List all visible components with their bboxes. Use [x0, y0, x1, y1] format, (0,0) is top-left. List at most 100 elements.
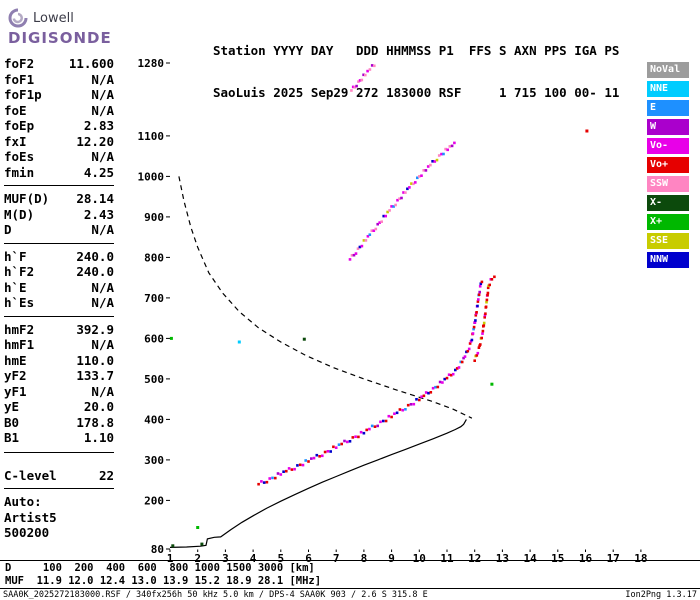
- parameter-label: foF1: [4, 71, 35, 87]
- parameter-value: N/A: [91, 149, 114, 164]
- parameter-row: h`F 240.0: [4, 249, 114, 265]
- parameter-value: 240.0: [76, 248, 114, 264]
- true-height-profile: [169, 419, 467, 548]
- muf-transmission-curve: [178, 176, 473, 419]
- parameter-value: N/A: [91, 222, 114, 237]
- parameter-row: h`E N/A: [4, 280, 114, 296]
- parameter-value: N/A: [91, 87, 114, 102]
- parameter-row: foF2 11.600: [4, 56, 114, 72]
- parameter-value: N/A: [91, 383, 114, 399]
- distance-row: D 100 200 400 600 800 1000 1500 3000 [km…: [5, 562, 315, 574]
- parameter-row: h`Es N/A: [4, 295, 114, 311]
- parameter-row: h`F2 240.0: [4, 264, 114, 280]
- parameter-label: yF1: [4, 383, 27, 399]
- svg-text:15: 15: [551, 552, 564, 562]
- parameter-value: 28.14: [76, 191, 114, 206]
- legend-item-noval: NoVal: [647, 62, 689, 78]
- parameter-label: fxI: [4, 133, 27, 149]
- parameter-row: foF1p N/A: [4, 87, 114, 103]
- svg-text:600: 600: [144, 332, 164, 345]
- svg-text:1000: 1000: [138, 170, 165, 183]
- svg-text:8: 8: [361, 552, 368, 562]
- svg-text:10: 10: [413, 552, 426, 562]
- scatter-point: [169, 336, 173, 340]
- autoscaling-info-row: Auto:: [4, 494, 42, 509]
- generator-version: Ion2Png 1.3.17: [625, 590, 697, 600]
- autoscaling-info-row: Artist5: [4, 509, 57, 525]
- parameter-value: N/A: [91, 279, 114, 295]
- parameter-value: 11.600: [68, 56, 114, 71]
- parameter-value: 20.0: [83, 399, 114, 414]
- parameter-value: 110.0: [76, 352, 114, 368]
- parameter-label: h`F2: [4, 264, 35, 279]
- parameter-row: hmE 110.0: [4, 353, 114, 369]
- f2-o-mode-trace: [257, 280, 484, 486]
- svg-text:500: 500: [144, 373, 164, 386]
- parameter-value: 2.43: [83, 206, 114, 222]
- legend-item-x: X-: [647, 195, 689, 211]
- second-hop-trace: [348, 141, 456, 261]
- parameter-value: N/A: [91, 337, 114, 352]
- station-header-labels: Station YYYY DAY DDD HHMMSS P1 FFS S AXN…: [213, 43, 620, 58]
- parameter-row: D N/A: [4, 222, 114, 238]
- separator-line-top: [0, 560, 700, 561]
- svg-text:700: 700: [144, 292, 164, 305]
- lowell-swirl-icon: [8, 8, 28, 28]
- parameter-label: M(D): [4, 206, 35, 222]
- scatter-point: [237, 340, 241, 344]
- panel-separator: [4, 315, 114, 317]
- parameter-label: h`Es: [4, 295, 35, 310]
- legend-item-nne: NNE: [647, 81, 689, 97]
- parameter-row: foEp 2.83: [4, 118, 114, 134]
- parameter-row: B0 178.8: [4, 415, 114, 431]
- svg-text:14: 14: [523, 552, 537, 562]
- parameter-label: foF1p: [4, 87, 42, 102]
- svg-text:900: 900: [144, 211, 164, 224]
- parameter-panel: foF2 11.600 foF1 N/A foF1p N/A foE N/A foEp 2.83 f…: [4, 56, 114, 541]
- isolated-echo-points: [169, 129, 589, 548]
- parameter-value: 392.9: [76, 321, 114, 337]
- parameter-value: 22: [98, 467, 114, 483]
- parameter-label: foF2: [4, 56, 35, 71]
- svg-text:7: 7: [333, 552, 340, 562]
- parameter-label: h`F: [4, 248, 27, 264]
- svg-text:13: 13: [496, 552, 509, 562]
- parameter-label: B1: [4, 430, 20, 445]
- logo: Lowell DIGISONDE: [8, 8, 128, 47]
- parameter-value: 4.25: [83, 164, 114, 180]
- legend-item-e: E: [647, 100, 689, 116]
- panel-separator: [4, 185, 114, 186]
- parameter-row: foF1 N/A: [4, 72, 114, 88]
- parameter-row: hmF2 392.9: [4, 322, 114, 338]
- parameter-label: hmF2: [4, 321, 35, 337]
- station-header: Station YYYY DAY DDD HHMMSS P1 FFS S AXN…: [213, 16, 619, 128]
- parameter-row: foE N/A: [4, 103, 114, 119]
- f2-x-mode-tail: [473, 275, 496, 362]
- svg-text:1: 1: [167, 552, 174, 562]
- logo-product: DIGISONDE: [8, 29, 112, 47]
- parameter-row: C-level 22: [4, 468, 114, 484]
- upper-scatter-segment: [350, 64, 376, 92]
- svg-text:6: 6: [305, 552, 312, 562]
- parameter-label: fmin: [4, 164, 35, 180]
- svg-text:200: 200: [144, 494, 164, 507]
- scatter-point: [196, 526, 200, 529]
- parameter-value: 12.20: [76, 133, 114, 149]
- parameter-label: foEs: [4, 149, 35, 164]
- scatter-point: [490, 382, 494, 386]
- parameter-row: M(D) 2.43: [4, 207, 114, 223]
- svg-text:3: 3: [222, 552, 229, 562]
- svg-text:1280: 1280: [138, 57, 165, 70]
- svg-text:1100: 1100: [138, 130, 165, 143]
- scatter-point: [585, 129, 589, 133]
- svg-text:800: 800: [144, 251, 164, 264]
- svg-text:300: 300: [144, 454, 164, 467]
- svg-text:9: 9: [388, 552, 395, 562]
- parameter-label: hmF1: [4, 337, 35, 352]
- svg-text:16: 16: [579, 552, 593, 562]
- svg-text:400: 400: [144, 413, 164, 426]
- legend-item-vo: Vo-: [647, 138, 689, 154]
- panel-separator: [4, 242, 114, 244]
- parameter-row: foEs N/A: [4, 149, 114, 165]
